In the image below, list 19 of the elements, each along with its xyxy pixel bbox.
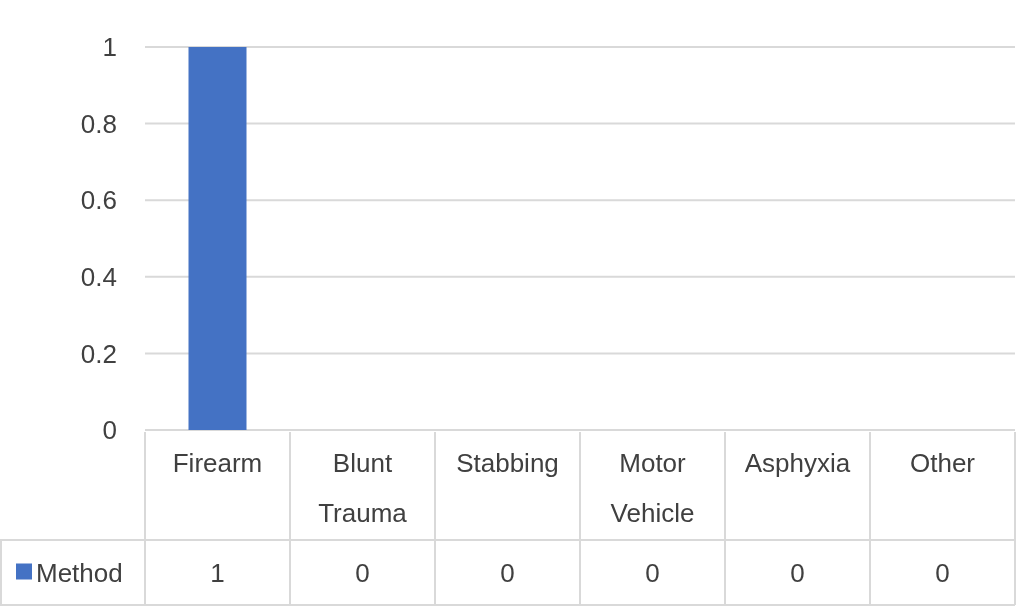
data-label: 0 (355, 557, 370, 588)
y-tick-label: 0.6 (80, 185, 117, 216)
x-tick-label: Motor Vehicle (610, 448, 695, 528)
y-tick-label: 1 (102, 32, 117, 63)
data-label: 1 (210, 557, 225, 588)
x-tick-label: Other (909, 448, 976, 478)
y-tick-label: 0.2 (80, 338, 117, 369)
data-label: 0 (645, 557, 660, 588)
x-tick-label: Asphyxia (744, 448, 851, 478)
x-tick-label: Stabbing (456, 448, 559, 478)
y-tick-label: 0 (102, 415, 117, 446)
y-tick-label: 0.4 (80, 261, 117, 292)
data-label: 0 (935, 557, 950, 588)
data-label: 0 (500, 557, 515, 588)
data-label: 0 (790, 557, 805, 588)
x-tick-label: Blunt Trauma (318, 448, 408, 528)
x-tick-label: Firearm (172, 448, 263, 478)
legend-label: Method (36, 557, 123, 588)
y-tick-label: 0.8 (80, 108, 117, 139)
